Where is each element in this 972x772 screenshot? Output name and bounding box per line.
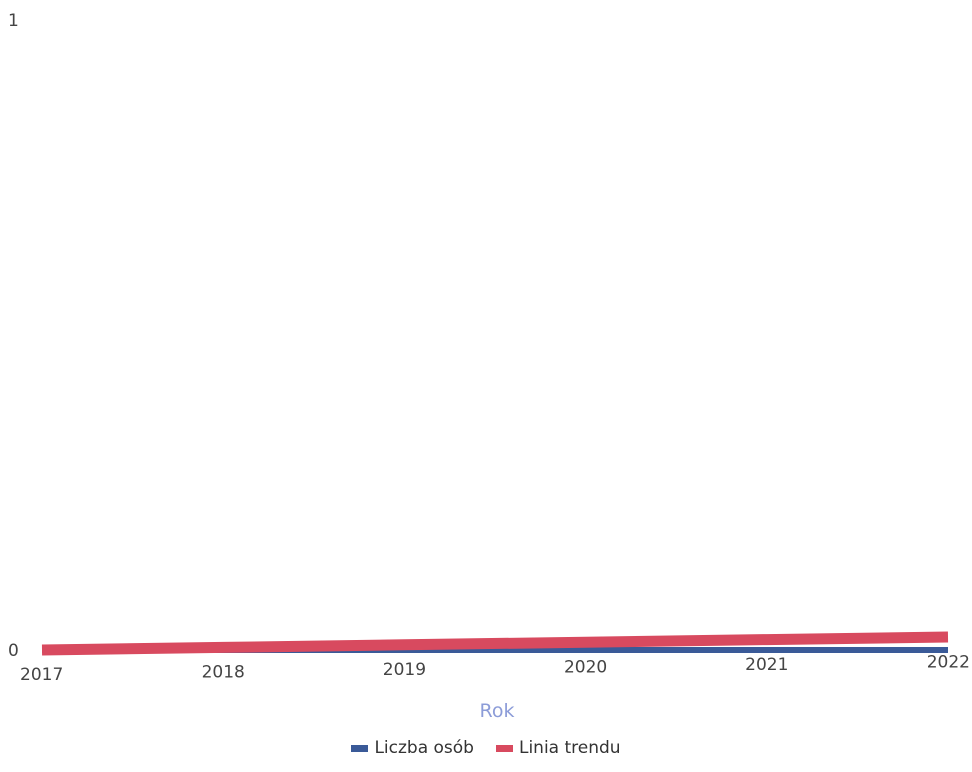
- series-layer: [41, 631, 949, 656]
- y-tick-label: 0: [8, 641, 19, 661]
- legend-item-series-1[interactable]: Linia trendu: [495, 738, 621, 758]
- legend-label-series-0: Liczba osób: [374, 738, 474, 758]
- x-axis-title: Rok: [480, 700, 515, 722]
- legend: Liczba osób Linia trendu: [0, 738, 972, 758]
- x-tick-label: 2019: [383, 660, 426, 680]
- legend-label-series-1: Linia trendu: [518, 738, 621, 758]
- y-axis-ticks: 01: [8, 11, 19, 661]
- y-tick-label: 1: [8, 11, 19, 31]
- legend-swatch-series-0: [351, 744, 369, 752]
- series-line-1: [41, 631, 949, 656]
- legend-item-series-0[interactable]: Liczba osób: [351, 738, 474, 758]
- x-tick-label: 2020: [564, 658, 607, 678]
- x-axis-ticks: 2017 2018 2019 2020 2021 2022: [20, 653, 970, 686]
- x-tick-label: 2022: [927, 653, 970, 673]
- x-tick-label: 2021: [745, 655, 788, 675]
- x-tick-label: 2017: [20, 665, 63, 685]
- legend-swatch-series-1: [495, 744, 513, 752]
- x-tick-label: 2018: [202, 663, 245, 683]
